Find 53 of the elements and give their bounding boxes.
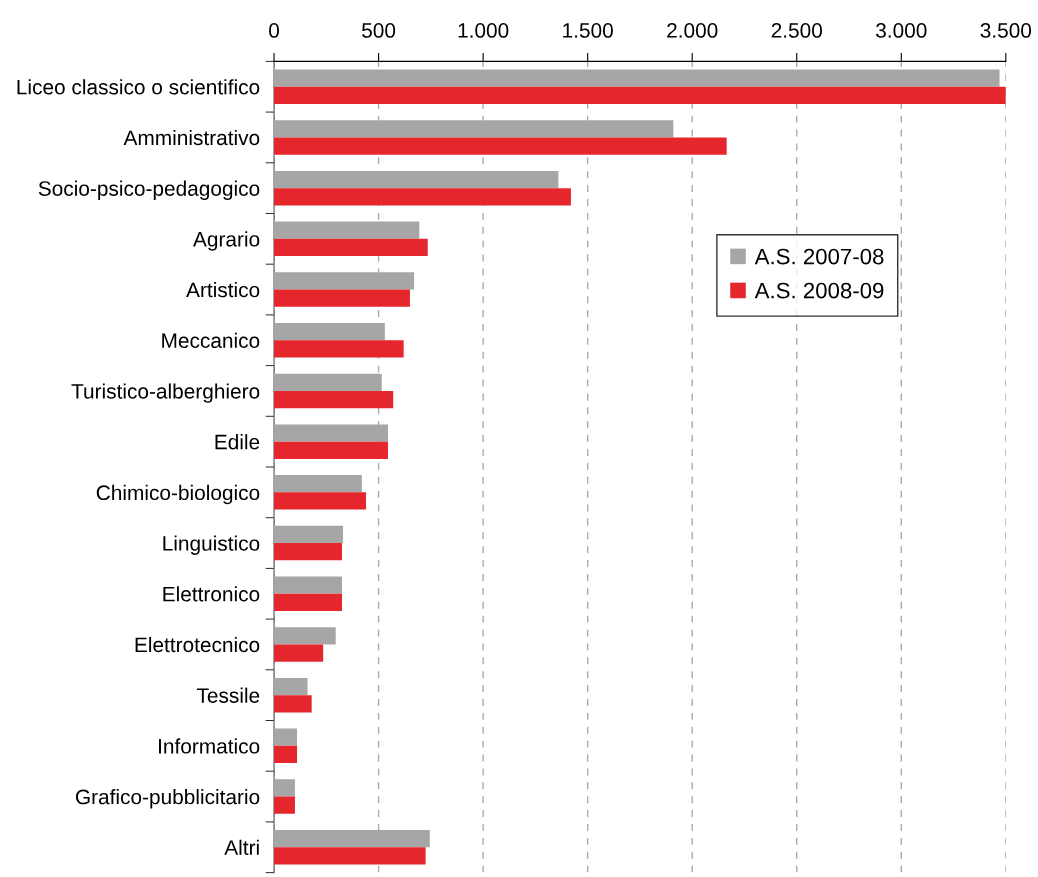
y-tick-label: Turistico-alberghiero — [71, 383, 260, 403]
bar — [274, 593, 342, 611]
y-tick-label: Agrario — [193, 231, 260, 251]
legend-label: A.S. 2008-09 — [754, 282, 884, 299]
x-tick-label: 3.500 — [980, 23, 1032, 38]
y-tick-label: Linguistico — [163, 535, 260, 555]
bar — [274, 69, 1000, 87]
bar — [274, 677, 308, 696]
y-tick-label: Elettronico — [163, 586, 260, 602]
bar — [274, 644, 324, 662]
x-tick-label: 2.500 — [771, 23, 822, 38]
x-tick-label: 0 — [269, 23, 280, 38]
bar — [274, 323, 385, 341]
bar — [274, 543, 342, 561]
x-tick-label: 500 — [362, 23, 396, 38]
y-tick-label: Socio-psico-pedagogico — [38, 180, 260, 201]
bar — [274, 728, 298, 746]
y-tick-label: Tessile — [196, 687, 260, 703]
bar — [274, 86, 1006, 104]
y-tick-label: Edile — [215, 434, 260, 450]
bar — [274, 137, 727, 155]
y-tick-label: Informatico — [159, 738, 260, 754]
bar — [274, 847, 426, 865]
y-tick-label: Artistico — [186, 282, 260, 298]
bar — [274, 525, 344, 544]
y-tick-label: Elettrotecnico — [135, 636, 260, 653]
bar — [274, 170, 559, 189]
bar — [274, 796, 295, 814]
x-tick-label: 3.000 — [876, 23, 927, 38]
bar — [274, 695, 312, 713]
bar — [274, 492, 367, 510]
bar — [274, 779, 295, 797]
bar — [274, 340, 404, 358]
y-tick-label: Liceo classico o scientifico — [17, 79, 260, 95]
y-tick-label: Chimico-biologico — [96, 484, 260, 505]
bar — [274, 289, 410, 307]
bar — [274, 441, 388, 459]
x-tick-label: 1.000 — [458, 23, 509, 38]
y-tick-label: Grafico-pubblicitario — [75, 789, 260, 809]
bar — [274, 627, 336, 645]
bar — [274, 238, 428, 257]
bar — [274, 390, 394, 409]
y-tick-label: Altri — [224, 839, 259, 855]
x-tick-label: 2.000 — [667, 23, 718, 38]
bar — [274, 221, 420, 239]
x-tick-label: 1.500 — [563, 23, 613, 38]
bar — [274, 745, 298, 764]
y-tick-label: Meccanico — [162, 332, 260, 348]
legend-label: A.S. 2007-08 — [754, 248, 884, 265]
y-tick-label: Amministrativo — [123, 129, 260, 146]
bar — [274, 576, 342, 594]
bar — [274, 188, 571, 206]
bar — [274, 475, 362, 493]
